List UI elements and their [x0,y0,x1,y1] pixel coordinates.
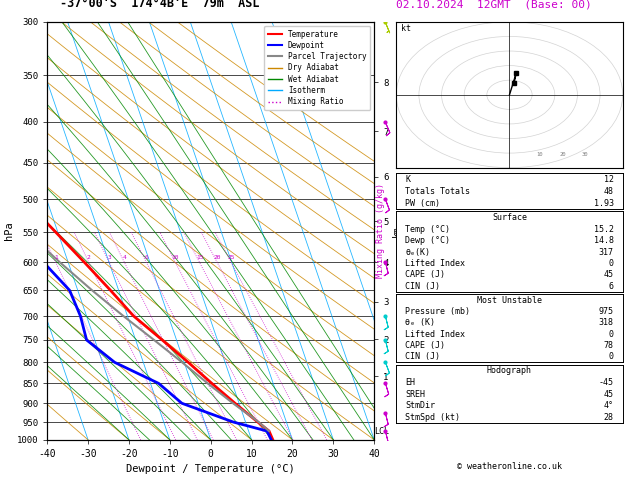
Text: Dewp (°C): Dewp (°C) [405,236,450,245]
Text: 3: 3 [108,256,111,260]
Text: -45: -45 [599,378,614,387]
Text: 20: 20 [213,256,221,260]
Text: CIN (J): CIN (J) [405,282,440,291]
Text: 6: 6 [145,256,148,260]
Text: 975: 975 [599,307,614,316]
Text: K: K [405,174,410,184]
Text: 4°: 4° [604,401,614,410]
Text: Hodograph: Hodograph [487,366,532,375]
Text: CAPE (J): CAPE (J) [405,341,445,350]
Text: © weatheronline.co.uk: © weatheronline.co.uk [457,462,562,471]
Text: Mixing Ratio (g/kg): Mixing Ratio (g/kg) [376,183,385,278]
Text: 15.2: 15.2 [594,225,614,234]
Text: θₑ(K): θₑ(K) [405,247,430,257]
Text: 1.93: 1.93 [594,199,614,208]
Text: Totals Totals: Totals Totals [405,187,470,196]
X-axis label: Dewpoint / Temperature (°C): Dewpoint / Temperature (°C) [126,465,295,474]
Text: EH: EH [405,378,415,387]
Text: 4: 4 [123,256,126,260]
Text: 78: 78 [604,341,614,350]
Text: 1: 1 [54,256,58,260]
Text: 20: 20 [559,152,566,157]
Text: Surface: Surface [492,213,527,222]
Text: Most Unstable: Most Unstable [477,296,542,305]
Text: 6: 6 [609,282,614,291]
Text: SREH: SREH [405,390,425,399]
Text: LCL: LCL [374,427,389,435]
Text: PW (cm): PW (cm) [405,199,440,208]
Text: 02.10.2024  12GMT  (Base: 00): 02.10.2024 12GMT (Base: 00) [396,0,592,10]
Text: StmSpd (kt): StmSpd (kt) [405,413,460,422]
Text: CAPE (J): CAPE (J) [405,271,445,279]
Text: Temp (°C): Temp (°C) [405,225,450,234]
Text: kt: kt [401,24,411,33]
Legend: Temperature, Dewpoint, Parcel Trajectory, Dry Adiabat, Wet Adiabat, Isotherm, Mi: Temperature, Dewpoint, Parcel Trajectory… [264,26,370,110]
Text: 28: 28 [604,413,614,422]
Y-axis label: hPa: hPa [4,222,14,240]
Text: StmDir: StmDir [405,401,435,410]
Text: 2: 2 [87,256,91,260]
Text: 45: 45 [604,271,614,279]
Text: θₑ (K): θₑ (K) [405,318,435,328]
Text: 14.8: 14.8 [594,236,614,245]
Text: 48: 48 [604,187,614,196]
Text: 10: 10 [172,256,179,260]
Y-axis label: km
ASL: km ASL [391,222,413,240]
Text: 12: 12 [604,174,614,184]
Text: Lifted Index: Lifted Index [405,330,465,339]
Text: 30: 30 [582,152,589,157]
Text: 45: 45 [604,390,614,399]
Text: Pressure (mb): Pressure (mb) [405,307,470,316]
Text: 0: 0 [609,352,614,362]
Text: 0: 0 [609,330,614,339]
Text: 25: 25 [228,256,235,260]
Text: 15: 15 [196,256,203,260]
Text: 318: 318 [599,318,614,328]
Text: 317: 317 [599,247,614,257]
Text: 10: 10 [537,152,543,157]
Text: CIN (J): CIN (J) [405,352,440,362]
Text: -37°00'S  174°4B'E  79m  ASL: -37°00'S 174°4B'E 79m ASL [60,0,259,10]
Text: Lifted Index: Lifted Index [405,259,465,268]
Text: 0: 0 [609,259,614,268]
